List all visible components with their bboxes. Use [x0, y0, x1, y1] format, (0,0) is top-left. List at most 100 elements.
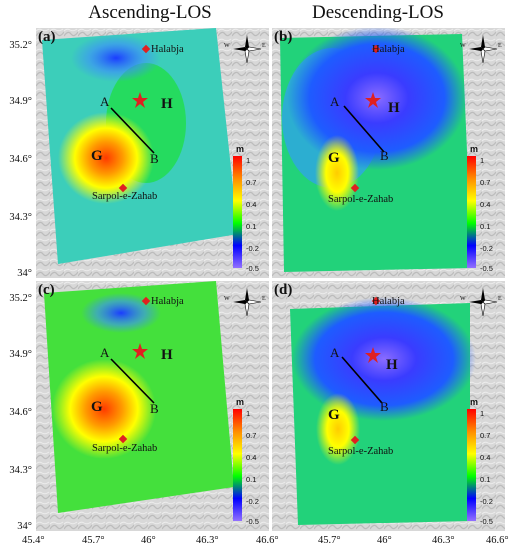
- panel-d-descending-map: (d) Halabja Sarpol-e-Zahab A B H G W E m…: [272, 281, 505, 531]
- deformation-map-d: [272, 281, 505, 531]
- column-title-descending: Descending-LOS: [312, 2, 444, 23]
- compass-w: W: [224, 296, 230, 302]
- panel-b-descending-map: (b) Halabja Sarpol-e-Zahab A B H G W E m…: [272, 28, 505, 278]
- deformation-map-a: [36, 28, 269, 278]
- compass-w: W: [460, 43, 466, 49]
- epicenter-star: [365, 347, 381, 363]
- colorbar-tick: -0.2: [480, 497, 493, 506]
- panel-c-ascending-map: (c) Halabja Sarpol-e-Zahab A B H G W E m…: [36, 281, 269, 531]
- colorbar: [233, 156, 242, 268]
- lon-tick: 45.7°: [82, 535, 105, 546]
- compass-e: E: [262, 43, 266, 49]
- deformation-map-c: [36, 281, 269, 531]
- lat-tick: 34.9°: [9, 96, 32, 107]
- epicenter-star: [132, 92, 148, 108]
- colorbar-tick: 0.4: [480, 200, 491, 209]
- subsidence-lobe: [81, 293, 161, 333]
- colorbar-tick: 0.1: [480, 475, 491, 484]
- fault-line: [110, 107, 155, 154]
- uplift-lobe: [315, 135, 359, 211]
- colorbar-tick: 1: [246, 409, 251, 418]
- lat-tick: 34.6°: [9, 154, 32, 165]
- epicenter-star: [132, 343, 148, 359]
- compass-e: E: [262, 296, 266, 302]
- fault-point-a: A: [100, 94, 110, 109]
- deformation-map-b: [272, 28, 505, 278]
- lat-tick: 35.2°: [9, 293, 32, 304]
- lat-tick: 34.9°: [9, 349, 32, 360]
- lat-tick: 35.2°: [9, 40, 32, 51]
- colorbar-tick: 0.4: [480, 453, 491, 462]
- lat-tick: 34°: [17, 268, 32, 279]
- north-arrow-icon: [233, 35, 262, 64]
- uplift-label: G: [91, 148, 103, 164]
- colorbar: [233, 409, 242, 521]
- lon-tick: 46.3°: [432, 535, 455, 546]
- lon-tick: 45.4°: [22, 535, 45, 546]
- fault-line: [110, 358, 155, 404]
- panel-label: (c): [38, 282, 55, 298]
- north-arrow-icon: [469, 288, 498, 317]
- colorbar-tick: 0.1: [480, 222, 491, 231]
- lat-tick: 34.3°: [9, 212, 32, 223]
- lon-tick: 46.6°: [486, 535, 509, 546]
- fault-point-a: A: [330, 345, 340, 360]
- colorbar-tick: 0.4: [246, 453, 257, 462]
- colorbar: [467, 409, 476, 521]
- compass-e: E: [498, 43, 502, 49]
- city-label-sarpol: Sarpol-e-Zahab: [92, 443, 158, 454]
- panel-label: (a): [38, 29, 56, 45]
- colorbar-tick: 0.7: [246, 178, 257, 187]
- fault-point-b: B: [380, 148, 389, 163]
- lon-tick: 46.6°: [256, 535, 279, 546]
- city-label-halabja: Halabja: [151, 44, 184, 55]
- colorbar-tick: 1: [246, 156, 251, 165]
- city-label-sarpol: Sarpol-e-Zahab: [92, 191, 158, 202]
- colorbar-unit: m: [470, 144, 479, 154]
- subsidence-lobe: [71, 34, 161, 82]
- uplift-lobe: [52, 359, 156, 459]
- panel-label: (b): [274, 29, 293, 45]
- subsidence-label: H: [388, 100, 400, 116]
- fault-point-b: B: [150, 151, 159, 166]
- epicenter-star: [365, 92, 381, 108]
- subsidence-label: H: [161, 347, 173, 363]
- uplift-label: G: [328, 150, 340, 166]
- fault-point-a: A: [100, 345, 110, 360]
- colorbar-unit: m: [470, 397, 479, 407]
- subsidence-lobe: [292, 297, 476, 421]
- panel-a-ascending-map: (a) Halabja Sarpol-e-Zahab A B H G W E m…: [36, 28, 269, 278]
- colorbar-unit: m: [236, 144, 245, 154]
- colorbar-tick: 0.4: [246, 200, 257, 209]
- fault-line: [343, 105, 385, 153]
- lat-tick: 34°: [17, 521, 32, 532]
- compass-w: W: [224, 43, 230, 49]
- uplift-lobe: [316, 393, 360, 465]
- city-label-sarpol: Sarpol-e-Zahab: [328, 446, 394, 457]
- subsidence-label: H: [386, 357, 398, 373]
- lat-tick: 34.3°: [9, 465, 32, 476]
- colorbar-tick: 0.1: [246, 222, 257, 231]
- colorbar-tick: -0.2: [246, 244, 259, 253]
- lon-tick: 45.7°: [318, 535, 341, 546]
- fault-point-a: A: [330, 94, 340, 109]
- colorbar-tick: -0.2: [480, 244, 493, 253]
- compass-w: W: [460, 296, 466, 302]
- colorbar-tick: 0.7: [480, 178, 491, 187]
- colorbar-tick: -0.5: [480, 264, 493, 273]
- city-label-halabja: Halabja: [372, 44, 405, 55]
- colorbar-tick: 1: [480, 409, 485, 418]
- compass-e: E: [498, 296, 502, 302]
- colorbar-tick: 0.7: [480, 431, 491, 440]
- panel-label: (d): [274, 282, 293, 298]
- lat-tick: 34.6°: [9, 407, 32, 418]
- fault-point-b: B: [150, 401, 159, 416]
- colorbar-tick: 0.1: [246, 475, 257, 484]
- lon-tick: 46.3°: [196, 535, 219, 546]
- uplift-label: G: [91, 399, 103, 415]
- fault-line: [341, 356, 383, 404]
- north-arrow-icon: [469, 35, 498, 64]
- city-label-halabja: Halabja: [151, 296, 184, 307]
- uplift-lobe: [58, 112, 154, 204]
- uplift-label: G: [328, 407, 340, 423]
